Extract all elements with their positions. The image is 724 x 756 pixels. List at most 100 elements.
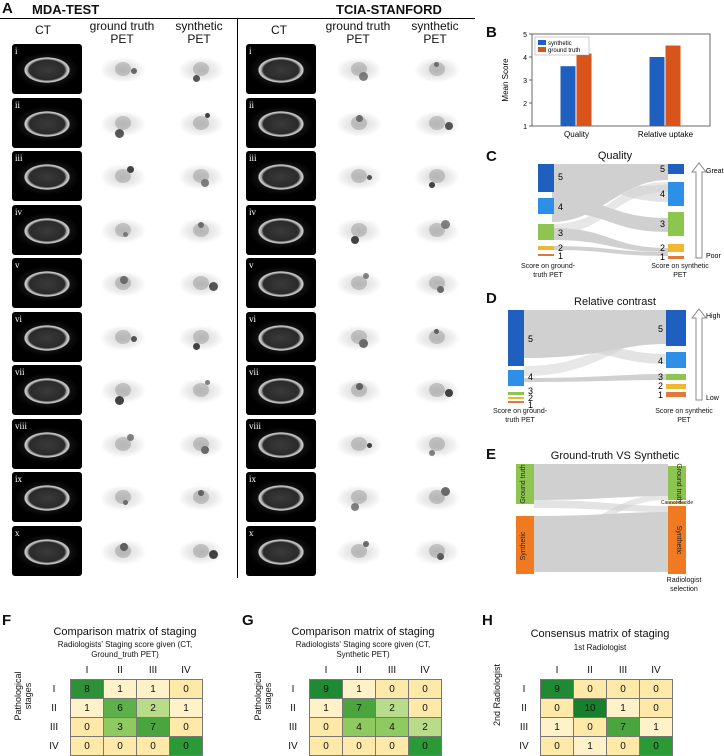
matrix-col-header: I (540, 661, 574, 680)
pet-scan-image (166, 204, 236, 255)
panel-label-a: A (2, 0, 13, 17)
uptake-region (193, 490, 209, 504)
col-header: ground truth PET (89, 19, 155, 46)
sankey-d-right-5: 5 (658, 324, 663, 334)
uptake-region (429, 222, 445, 237)
col-header: ground truth PET (325, 19, 391, 46)
pet-scan-image (324, 258, 394, 308)
uptake-region (351, 436, 367, 451)
uptake-spot (197, 222, 204, 228)
panel-label-g: G (242, 612, 254, 629)
pet-scan-image (88, 44, 158, 94)
matrix-cell: 3 (103, 717, 137, 737)
matrix-cell: 6 (103, 698, 137, 718)
uptake-region (115, 436, 131, 451)
matrix-cell: 0 (375, 736, 409, 756)
uptake-region (429, 169, 445, 183)
legend-box (534, 36, 590, 56)
ct-scan-image: ii (12, 97, 82, 148)
pet-scan-image (88, 365, 158, 415)
uptake-spot (355, 115, 363, 122)
matrix-cell: 10 (573, 698, 607, 718)
sankey-d-left-4: 4 (528, 372, 533, 382)
uptake-spot (433, 61, 439, 67)
matrix-corner (277, 661, 310, 680)
matrix-f: I II III IV I 8 1 1 0 II 1 6 2 1 III 0 3 7 0 IV 0 0 0 0 (38, 661, 203, 756)
matrix-cell: 0 (169, 717, 203, 737)
matrix-cell: 0 (70, 717, 104, 737)
uptake-region (351, 329, 367, 344)
scan-row-label: iv (15, 206, 23, 217)
sankey-d-right-3: 3 (658, 372, 663, 382)
matrix-cell: 0 (309, 736, 343, 756)
uptake-spot (433, 329, 439, 334)
matrix-g-title: Comparison matrix of staging (291, 626, 435, 638)
uptake-region (429, 436, 445, 451)
uptake-region (193, 276, 209, 290)
uptake-region (351, 169, 367, 183)
uptake-spot (350, 235, 359, 244)
sankey-e-left-syn: Synthetic (520, 531, 527, 560)
uptake-region (115, 115, 131, 130)
sankey-c: 5 4 3 2 1 5 4 3 2 1 Great Poor (538, 162, 724, 262)
matrix-cell: 0 (408, 679, 442, 699)
ct-scan-image: vi (12, 311, 82, 362)
matrix-row-header: II (508, 698, 541, 718)
sankey-d-left-2: 2 (528, 393, 533, 403)
pet-scan-image (88, 472, 158, 522)
scan-row-label: x (249, 527, 254, 538)
sankey-d-arrow-bottom: Low (706, 395, 720, 402)
uptake-spot (367, 442, 373, 448)
pet-scan-image (166, 472, 236, 522)
uptake-spot (126, 433, 134, 441)
uptake-spot (367, 175, 373, 180)
ct-scan-image: vii (12, 365, 82, 415)
pet-scan-image (324, 311, 394, 362)
sankey-c-right-3: 3 (660, 219, 665, 229)
uptake-spot (209, 282, 219, 291)
matrix-row-header: III (508, 717, 541, 737)
uptake-region (193, 222, 209, 237)
panel-label-c: C (486, 148, 497, 165)
panel-label-f: F (2, 612, 12, 629)
sankey-c-left-5: 5 (558, 172, 563, 182)
sankey-c-right-2: 2 (660, 243, 665, 253)
pet-scan-image (402, 472, 472, 522)
scan-row-label: iii (15, 153, 23, 163)
scan-row-label: vi (249, 313, 257, 324)
pet-scan-image (88, 418, 158, 469)
pet-scan-image (88, 151, 158, 201)
pet-scan-image (88, 97, 158, 148)
sankey-e-right-syn: Synthetic (675, 526, 682, 555)
ct-scan-image: v (12, 258, 82, 308)
uptake-region (351, 383, 367, 397)
pet-scan-image (402, 525, 472, 576)
uptake-spot (359, 71, 368, 81)
uptake-region (351, 543, 367, 558)
uptake-spot (440, 219, 450, 229)
ct-scan-image: ix (12, 472, 82, 522)
uptake-spot (437, 285, 444, 293)
sankey-e-title: Ground-truth VS Synthetic (550, 450, 680, 462)
pet-scan-image (402, 258, 472, 308)
matrix-cell: 0 (639, 736, 673, 756)
pet-scan-image (324, 525, 394, 576)
ct-scan-image: iii (246, 151, 316, 201)
uptake-spot (123, 232, 128, 237)
y-tick-label: 5 (523, 32, 527, 39)
sankey-e-right-gt: Ground truth (675, 463, 682, 502)
legend-swatch (538, 47, 546, 52)
matrix-f-subtitle: Radiologists' Staging score given (CT, G… (57, 640, 193, 659)
matrix-cell: 9 (309, 679, 343, 699)
y-tick-label: 3 (523, 78, 527, 85)
uptake-region (193, 169, 209, 183)
uptake-spot (201, 178, 209, 187)
matrix-cell: 1 (309, 698, 343, 718)
sankey-d-right-1: 1 (658, 390, 663, 400)
sankey-c-right-4: 4 (660, 189, 665, 199)
pet-scan-image (402, 151, 472, 201)
matrix-cell: 4 (342, 717, 376, 737)
matrix-cell: 4 (375, 717, 409, 737)
pet-scan-image (166, 311, 236, 362)
scan-row-label: vi (15, 313, 23, 324)
